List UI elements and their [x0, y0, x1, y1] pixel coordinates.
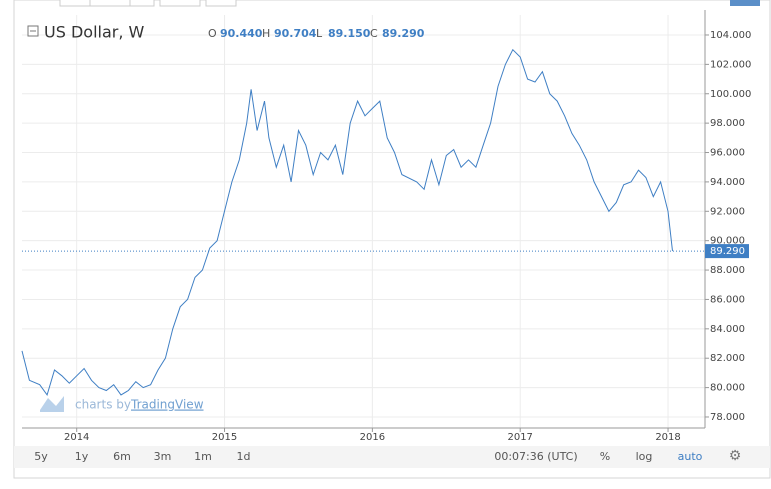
top-button[interactable] [205, 0, 237, 7]
x-tick-label: 2018 [655, 432, 680, 443]
y-tick-label: 96.000 [710, 148, 745, 159]
y-tick-label: 90.000 [710, 236, 745, 247]
watermark-logo [40, 396, 64, 412]
frame [13, 0, 771, 479]
grid [22, 15, 705, 428]
chart-title: US Dollar, W [44, 23, 145, 42]
price-line [21, 48, 673, 397]
ohlc-name: O [208, 27, 217, 40]
ohlc-name: L [316, 27, 323, 40]
y-tick-label: 102.000 [710, 59, 751, 70]
y-tick-label: 84.000 [710, 324, 745, 335]
option-button[interactable]: log [636, 450, 653, 463]
y-tick-label: 98.000 [710, 118, 745, 129]
last-price-tag [705, 244, 749, 259]
ohlc-name: H [262, 27, 270, 40]
top-button[interactable] [159, 0, 201, 7]
last-price-label: 89.290 [710, 246, 745, 257]
range-button[interactable]: 5y [34, 450, 48, 463]
y-tick-label: 88.000 [710, 265, 745, 276]
toolbar-items: 5y 1y 6m 3m 1m 1d 00:07:36 (UTC)% log auto [34, 450, 702, 463]
y-tick-label: 82.000 [710, 353, 745, 364]
range-button[interactable]: 1y [75, 450, 89, 463]
toolbar [14, 446, 770, 468]
range-button[interactable]: 3m [154, 450, 172, 463]
watermark: charts by [75, 398, 131, 412]
x-tick-label: 2015 [212, 432, 237, 443]
option-button[interactable]: auto [678, 450, 703, 463]
x-tick-label: 2016 [360, 432, 385, 443]
y-tick-label: 104.000 [710, 30, 751, 41]
y-tick-label: 86.000 [710, 294, 745, 305]
range-button[interactable]: 1d [237, 450, 251, 463]
option-button[interactable]: % [600, 450, 610, 463]
y-tick-label: 92.000 [710, 206, 745, 217]
top-button[interactable] [59, 0, 91, 7]
y-tick-label: 80.000 [710, 383, 745, 394]
y-tick-label: 78.000 [710, 412, 745, 423]
top-button[interactable] [129, 0, 155, 7]
x-tick-label: 2014 [64, 432, 89, 443]
ohlc-value: 89.150 [328, 27, 371, 40]
y-tick-label: 94.000 [710, 177, 745, 188]
clock: 00:07:36 (UTC) [494, 450, 577, 463]
range-button[interactable]: 1m [194, 450, 212, 463]
plot [21, 48, 705, 397]
y-tick-label: 100.000 [710, 89, 751, 100]
ohlc-value: 89.290 [382, 27, 425, 40]
ohlc-name: C [370, 27, 378, 40]
watermark: TradingView [130, 398, 204, 412]
ohlc-value: 90.704 [274, 27, 317, 40]
top-button[interactable] [89, 0, 131, 7]
top-button[interactable] [730, 0, 760, 6]
settings-icon[interactable]: ⚙ [729, 448, 742, 464]
range-button[interactable]: 6m [113, 450, 131, 463]
ohlc-value: 90.440 [220, 27, 263, 40]
x-tick-label: 2017 [507, 432, 532, 443]
